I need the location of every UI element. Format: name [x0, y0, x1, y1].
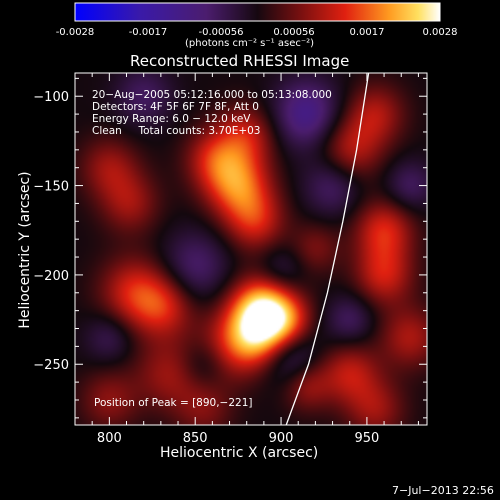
- axis-ticks: 800 850 900 950 −100 −150 −200 −250: [33, 73, 427, 446]
- x-tick-label: 950: [354, 431, 379, 446]
- colorbar-tick-label: -0.0017: [129, 27, 168, 38]
- timestamp: 7−Jul−2013 22:56: [392, 484, 494, 497]
- y-tick-label: −150: [33, 180, 69, 195]
- peak-position-label: Position of Peak = [890,−221]: [94, 397, 253, 409]
- colorbar-tick-label: -0.0028: [56, 27, 95, 38]
- colorbar-ticks: -0.0028 -0.0017 -0.00056 0.00056 0.0017 0.002…: [56, 27, 458, 38]
- annotation-detectors: Detectors: 4F 5F 6F 7F 8F, Att 0: [92, 101, 259, 113]
- colorbar-unit-label: (photons cm⁻² s⁻¹ asec⁻²): [185, 38, 315, 49]
- heatmap-raster: [75, 73, 427, 425]
- colorbar-tick-label: 0.0028: [423, 27, 458, 38]
- annotation-clean: Clean Total counts: 3.70E+03: [92, 125, 261, 137]
- annotation-energy: Energy Range: 6.0 − 12.0 keV: [92, 113, 251, 125]
- chart-title: Reconstructed RHESSI Image: [130, 52, 350, 70]
- y-tick-label: −200: [33, 269, 69, 284]
- y-axis-label: Heliocentric Y (arcsec): [17, 171, 33, 329]
- colorbar-tick-label: -0.00056: [199, 27, 244, 38]
- x-tick-label: 800: [97, 431, 122, 446]
- x-tick-label: 900: [269, 431, 294, 446]
- x-tick-label: 850: [183, 431, 208, 446]
- colorbar-gradient: [74, 2, 441, 22]
- y-tick-label: −250: [33, 358, 69, 373]
- heatmap-image: 800 850 900 950 −100 −150 −200 −250: [33, 72, 428, 446]
- y-tick-label: −100: [33, 90, 69, 105]
- x-axis-label: Heliocentric X (arcsec): [160, 445, 319, 461]
- plot-frame: [74, 72, 428, 426]
- colorbar: -0.0028 -0.0017 -0.00056 0.00056 0.0017 0.002…: [56, 2, 458, 38]
- solar-limb-curve: [285, 72, 370, 426]
- colorbar-tick-label: 0.00056: [273, 27, 314, 38]
- colorbar-tick-label: 0.0017: [350, 27, 385, 38]
- annotation-time: 20−Aug−2005 05:12:16.000 to 05:13:08.000: [92, 89, 332, 101]
